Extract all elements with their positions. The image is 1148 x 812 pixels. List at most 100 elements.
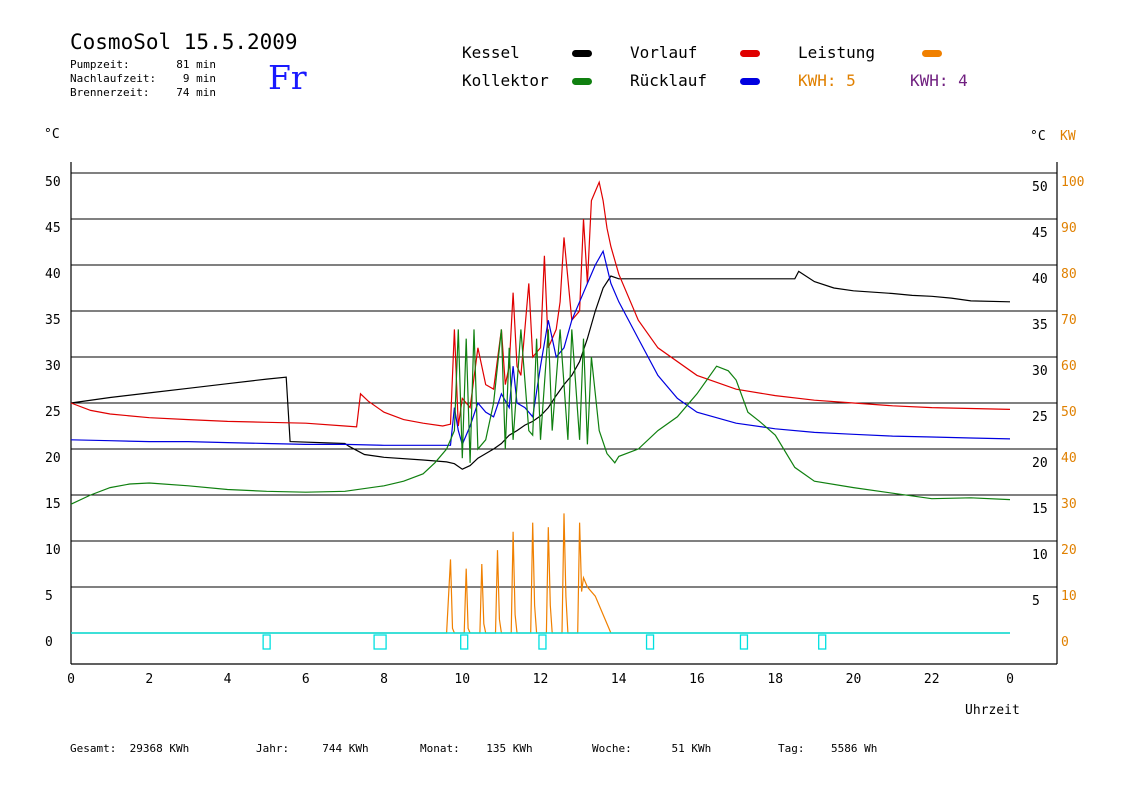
y-tick-label-right: 10 bbox=[1032, 548, 1048, 563]
cyan-marker bbox=[645, 634, 655, 650]
series-line-kollektor bbox=[70, 329, 1011, 505]
cyan-marker bbox=[818, 634, 827, 650]
kw-tick-label: 0 bbox=[1061, 635, 1069, 650]
grid-lines bbox=[70, 162, 1058, 665]
footer-gesamt: Gesamt: 29368 KWh bbox=[70, 742, 189, 755]
legend-leistung-label: Leistung bbox=[798, 43, 876, 62]
tick-labels: 0510152025303540455051015202530354045500… bbox=[45, 175, 1084, 687]
footer-value: 5586 Wh bbox=[831, 742, 878, 755]
series-line-vorlauf bbox=[70, 180, 1011, 428]
x-tick-label: 12 bbox=[533, 672, 549, 687]
footer-monat: Monat: 135 KWh bbox=[420, 742, 533, 755]
x-tick-label: 4 bbox=[224, 672, 232, 687]
y-tick-label: 35 bbox=[45, 313, 61, 328]
kw-tick-label: 80 bbox=[1061, 267, 1077, 282]
x-tick-label: 0 bbox=[67, 672, 75, 687]
legend-ruecklauf-label: Rücklauf bbox=[630, 71, 708, 90]
stat-value: 9 min bbox=[182, 72, 216, 85]
stat-label: Brennerzeit: bbox=[70, 86, 150, 99]
x-tick-label: 22 bbox=[924, 672, 940, 687]
kw-tick-label: 100 bbox=[1061, 175, 1084, 190]
y-tick-label: 5 bbox=[45, 589, 53, 604]
kwh-orange-label: KWH: 5 bbox=[798, 71, 856, 90]
y-tick-label: 0 bbox=[45, 635, 53, 650]
legend-ruecklauf-swatch bbox=[740, 78, 760, 85]
cyan-marker bbox=[373, 634, 387, 650]
stat-row: Nachlaufzeit: 9 min bbox=[70, 72, 216, 86]
footer-value: 51 KWh bbox=[671, 742, 712, 755]
x-tick-label: 14 bbox=[611, 672, 627, 687]
x-tick-label: 6 bbox=[302, 672, 310, 687]
y-tick-label: 50 bbox=[45, 175, 61, 190]
legend-vorlauf-label: Vorlauf bbox=[630, 43, 698, 62]
stat-row: Pumpzeit: 81 min bbox=[70, 58, 216, 72]
y-axis-label-kw: KW bbox=[1060, 129, 1076, 144]
y-axis-label-right: °C bbox=[1030, 129, 1046, 144]
y-tick-label: 45 bbox=[45, 221, 61, 236]
y-tick-label-right: 20 bbox=[1032, 456, 1048, 471]
footer-label: Monat: bbox=[420, 742, 460, 755]
kw-tick-label: 70 bbox=[1061, 313, 1077, 328]
x-tick-label: 0 bbox=[1006, 672, 1014, 687]
data-series bbox=[70, 180, 1011, 634]
stat-value: 74 min bbox=[176, 86, 216, 99]
y-tick-label-right: 45 bbox=[1032, 226, 1048, 241]
y-tick-label-right: 40 bbox=[1032, 272, 1048, 287]
x-tick-label: 20 bbox=[846, 672, 862, 687]
stats-block: Pumpzeit: 81 min Nachlaufzeit: 9 min Brenn… bbox=[70, 58, 216, 100]
legend-kollektor-label: Kollektor bbox=[462, 71, 549, 90]
x-tick-label: 16 bbox=[689, 672, 705, 687]
footer-value: 744 KWh bbox=[322, 742, 369, 755]
y-tick-label: 25 bbox=[45, 405, 61, 420]
footer-woche: Woche: 51 KWh bbox=[592, 742, 711, 755]
cyan-marker bbox=[739, 634, 749, 650]
footer-tag: Tag: 5586 Wh bbox=[778, 742, 877, 755]
kw-tick-label: 60 bbox=[1061, 359, 1077, 374]
stat-label: Pumpzeit: bbox=[70, 58, 130, 71]
footer-label: Tag: bbox=[778, 742, 805, 755]
kw-tick-label: 30 bbox=[1061, 497, 1077, 512]
cyan-markers bbox=[71, 632, 1010, 650]
legend-kollektor-swatch bbox=[572, 78, 592, 85]
y-tick-label-right: 15 bbox=[1032, 502, 1048, 517]
series-line-rcklauf bbox=[70, 249, 1011, 447]
footer-label: Woche: bbox=[592, 742, 632, 755]
y-tick-label: 20 bbox=[45, 451, 61, 466]
y-tick-label: 10 bbox=[45, 543, 61, 558]
kw-tick-label: 20 bbox=[1061, 543, 1077, 558]
y-tick-label-right: 5 bbox=[1032, 594, 1040, 609]
footer-label: Jahr: bbox=[256, 742, 290, 755]
legend-kessel-label: Kessel bbox=[462, 43, 520, 62]
x-tick-label: 18 bbox=[767, 672, 783, 687]
kw-tick-label: 10 bbox=[1061, 589, 1077, 604]
kw-tick-label: 40 bbox=[1061, 451, 1077, 466]
y-tick-label: 30 bbox=[45, 359, 61, 374]
y-tick-label-right: 25 bbox=[1032, 410, 1048, 425]
x-tick-label: 8 bbox=[380, 672, 388, 687]
chart-title: CosmoSol 15.5.2009 bbox=[70, 30, 298, 54]
footer-label: Gesamt: bbox=[70, 742, 117, 755]
footer-jahr: Jahr: 744 KWh bbox=[256, 742, 369, 755]
stat-row: Brennerzeit: 74 min bbox=[70, 86, 216, 100]
y-tick-label-right: 30 bbox=[1032, 364, 1048, 379]
kwh-purple-label: KWH: 4 bbox=[910, 71, 968, 90]
cyan-marker bbox=[460, 634, 469, 650]
y-tick-label: 15 bbox=[45, 497, 61, 512]
footer-value: 29368 KWh bbox=[129, 742, 190, 755]
weekday-label: Fr bbox=[268, 58, 307, 97]
y-tick-label-right: 35 bbox=[1032, 318, 1048, 333]
x-tick-label: 2 bbox=[145, 672, 153, 687]
series-line-leistung bbox=[71, 513, 1010, 634]
x-tick-label: 10 bbox=[454, 672, 470, 687]
kw-tick-label: 90 bbox=[1061, 221, 1077, 236]
cyan-marker bbox=[538, 634, 547, 650]
legend-kessel-swatch bbox=[572, 50, 592, 57]
x-axis-label: Uhrzeit bbox=[965, 703, 1020, 718]
legend-leistung-swatch bbox=[922, 50, 942, 57]
cyan-marker bbox=[262, 634, 271, 650]
stat-label: Nachlaufzeit: bbox=[70, 72, 157, 85]
y-axis-label-left: °C bbox=[44, 127, 60, 142]
y-tick-label: 40 bbox=[45, 267, 61, 282]
y-tick-label-right: 50 bbox=[1032, 180, 1048, 195]
